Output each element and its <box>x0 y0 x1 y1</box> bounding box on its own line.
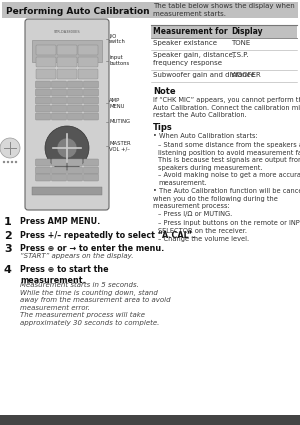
FancyBboxPatch shape <box>52 105 67 112</box>
Text: AMP
MENU: AMP MENU <box>109 98 124 109</box>
FancyBboxPatch shape <box>83 113 98 120</box>
Bar <box>151 25 297 38</box>
FancyBboxPatch shape <box>52 97 67 104</box>
Circle shape <box>3 161 5 163</box>
Text: Subwoofer gain and distance: Subwoofer gain and distance <box>153 72 255 78</box>
Text: – Press I/Ω or MUTING.: – Press I/Ω or MUTING. <box>158 211 232 217</box>
FancyBboxPatch shape <box>83 105 98 112</box>
Text: 3: 3 <box>4 244 12 254</box>
FancyBboxPatch shape <box>68 97 82 104</box>
Text: Press +/– repeatedly to select “A.CAL”.: Press +/– repeatedly to select “A.CAL”. <box>20 230 195 240</box>
FancyBboxPatch shape <box>25 19 109 210</box>
FancyBboxPatch shape <box>35 167 50 174</box>
Bar <box>2 2 298 18</box>
FancyBboxPatch shape <box>52 113 67 120</box>
Text: MASTER
VOL +/–: MASTER VOL +/– <box>109 141 130 151</box>
FancyBboxPatch shape <box>83 81 98 88</box>
FancyBboxPatch shape <box>68 174 82 181</box>
Circle shape <box>7 161 9 163</box>
Text: “START” appears on the display.: “START” appears on the display. <box>20 252 134 258</box>
FancyBboxPatch shape <box>68 159 82 166</box>
Bar <box>0 415 300 425</box>
Text: Press ⊕ or → to enter the menu.: Press ⊕ or → to enter the menu. <box>20 244 164 253</box>
Circle shape <box>15 161 17 163</box>
FancyBboxPatch shape <box>78 57 98 67</box>
Text: • When Auto Calibration starts:: • When Auto Calibration starts: <box>153 133 258 139</box>
Text: 2: 2 <box>4 230 12 241</box>
FancyBboxPatch shape <box>52 81 67 88</box>
FancyBboxPatch shape <box>35 159 50 166</box>
FancyBboxPatch shape <box>36 45 56 55</box>
FancyBboxPatch shape <box>35 97 50 104</box>
Text: Performing Auto Calibration: Performing Auto Calibration <box>6 6 150 15</box>
Text: Speaker existance: Speaker existance <box>153 40 217 46</box>
FancyBboxPatch shape <box>68 105 82 112</box>
FancyBboxPatch shape <box>68 81 82 88</box>
FancyBboxPatch shape <box>83 97 98 104</box>
FancyBboxPatch shape <box>78 45 98 55</box>
Text: – Stand some distance from the speakers and the
listening position to avoid meas: – Stand some distance from the speakers … <box>158 142 300 170</box>
Text: WOOFER: WOOFER <box>231 72 262 78</box>
Text: – Press input buttons on the remote or INPUT
SELECTOR on the receiver.: – Press input buttons on the remote or I… <box>158 220 300 233</box>
Text: Measurement for: Measurement for <box>153 27 228 36</box>
FancyBboxPatch shape <box>35 89 50 96</box>
Text: STR-DA3800ES: STR-DA3800ES <box>54 30 80 34</box>
Text: Display: Display <box>231 27 262 36</box>
FancyBboxPatch shape <box>68 89 82 96</box>
Text: If “CHK MIC” appears, you cannot perform the
Auto Calibration. Connect the calib: If “CHK MIC” appears, you cannot perform… <box>153 97 300 118</box>
Circle shape <box>11 161 13 163</box>
FancyBboxPatch shape <box>68 167 82 174</box>
Text: Tips: Tips <box>153 123 173 132</box>
FancyBboxPatch shape <box>83 167 98 174</box>
Text: – Avoid making noise to get a more accurate
measurement.: – Avoid making noise to get a more accur… <box>158 172 300 185</box>
Text: – Change the volume level.: – Change the volume level. <box>158 236 249 242</box>
FancyBboxPatch shape <box>83 89 98 96</box>
FancyBboxPatch shape <box>52 89 67 96</box>
FancyBboxPatch shape <box>78 69 98 79</box>
FancyBboxPatch shape <box>83 174 98 181</box>
Text: Press AMP MENU.: Press AMP MENU. <box>20 217 100 226</box>
FancyBboxPatch shape <box>52 174 67 181</box>
FancyBboxPatch shape <box>52 167 67 174</box>
Text: T.S.P.: T.S.P. <box>231 52 248 58</box>
FancyBboxPatch shape <box>35 113 50 120</box>
Circle shape <box>45 126 89 170</box>
FancyBboxPatch shape <box>52 159 67 166</box>
Text: TONE: TONE <box>231 40 250 46</box>
Text: The table below shows the display when
measurement starts.: The table below shows the display when m… <box>153 3 295 17</box>
FancyBboxPatch shape <box>57 69 77 79</box>
FancyBboxPatch shape <box>35 81 50 88</box>
Bar <box>32 40 102 62</box>
FancyBboxPatch shape <box>57 57 77 67</box>
Text: Press ⊕ to start the
measurement.: Press ⊕ to start the measurement. <box>20 265 109 285</box>
FancyBboxPatch shape <box>68 113 82 120</box>
Bar <box>32 187 102 195</box>
FancyBboxPatch shape <box>36 69 56 79</box>
Text: Measurement starts in 5 seconds.
While the time is counting down, stand
away fro: Measurement starts in 5 seconds. While t… <box>20 282 171 326</box>
Text: I/O
switch: I/O switch <box>109 33 126 44</box>
Text: 1: 1 <box>4 217 12 227</box>
Text: 4: 4 <box>4 265 12 275</box>
FancyBboxPatch shape <box>57 45 77 55</box>
Circle shape <box>57 138 77 158</box>
FancyBboxPatch shape <box>35 174 50 181</box>
FancyBboxPatch shape <box>36 57 56 67</box>
Text: Note: Note <box>153 87 176 96</box>
Circle shape <box>0 138 20 158</box>
FancyBboxPatch shape <box>83 159 98 166</box>
Text: Speaker gain, distance,
frequency response: Speaker gain, distance, frequency respon… <box>153 52 235 65</box>
Text: MUTING: MUTING <box>109 119 130 125</box>
Text: input
buttons: input buttons <box>109 55 129 66</box>
FancyBboxPatch shape <box>35 105 50 112</box>
Text: • The Auto Calibration function will be canceled
when you do the following durin: • The Auto Calibration function will be … <box>153 188 300 209</box>
